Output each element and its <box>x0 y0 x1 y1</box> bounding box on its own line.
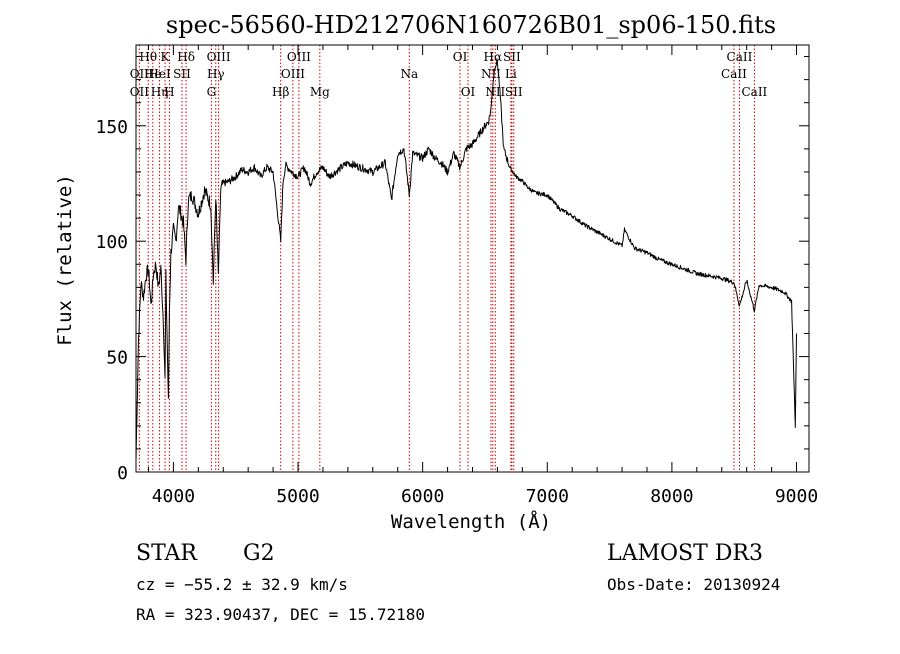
spectral-line-label: NII <box>485 85 505 99</box>
spectral-line-label: Hγ <box>207 67 225 81</box>
x-tick-label: 8000 <box>650 486 693 507</box>
spectral-line-label: CaII <box>741 85 767 99</box>
spectral-line-label: SII <box>503 50 521 64</box>
y-tick-label: 50 <box>106 348 128 369</box>
spectral-line-label: K <box>161 50 171 64</box>
subclass: G2 <box>243 541 275 566</box>
spectral-line-label: G <box>207 85 217 99</box>
y-tick-label: 100 <box>95 232 128 253</box>
spectral-line-label: SII <box>173 67 191 81</box>
spectral-line-label: HeI <box>148 67 171 81</box>
x-tick-label: 6000 <box>401 486 444 507</box>
plot-frame <box>135 44 810 473</box>
coordinates: RA = 323.90437, DEC = 15.72180 <box>136 605 425 624</box>
spectral-line-label: OIII <box>207 50 231 64</box>
observation-date: Obs-Date: 20130924 <box>607 575 780 594</box>
redshift-velocity: cz = −55.2 ± 32.9 km/s <box>136 575 348 594</box>
survey-name: LAMOST DR3 <box>607 541 763 566</box>
y-axis-label: Flux (relative) <box>54 174 76 346</box>
spectral-line-label: OI <box>453 50 468 64</box>
spectral-line-label: CaII <box>721 67 747 81</box>
spectrum-series <box>135 58 797 461</box>
spectral-line-label: Hθ <box>139 50 157 64</box>
spectral-line-label: Hα <box>484 50 503 64</box>
x-axis-label: Wavelength (Å) <box>391 510 551 533</box>
spectral-line-label: OII <box>130 67 150 81</box>
x-tick-label: 4000 <box>152 486 195 507</box>
spectral-line-label: Mg <box>310 85 330 99</box>
x-axis-ticks: 4000 5000 6000 7000 8000 9000 <box>147 45 818 507</box>
spectral-line-label: H <box>164 85 174 99</box>
spectral-line-label: OII <box>130 85 150 99</box>
spectral-line-label: OI <box>461 85 476 99</box>
x-tick-label: 9000 <box>775 486 818 507</box>
spectral-line-label: OIII <box>287 50 311 64</box>
spectral-line-label: OIII <box>281 67 305 81</box>
x-tick-label: 7000 <box>526 486 569 507</box>
x-tick-label: 5000 <box>276 486 319 507</box>
spectral-line-label: NII <box>481 67 501 81</box>
spectral-line-label: SII <box>505 85 523 99</box>
flux-spectrum-line <box>135 58 797 461</box>
spectral-line-label: Li <box>505 67 517 81</box>
spectral-line-label: Na <box>400 67 418 81</box>
y-tick-label: 0 <box>117 463 128 484</box>
spectral-line-label: Hβ <box>272 85 289 99</box>
spectral-line-label: Hδ <box>177 50 195 64</box>
spectral-line-label: CaII <box>727 50 753 64</box>
spectral-line-label: He <box>144 67 162 81</box>
spectral-line-markers <box>138 45 755 472</box>
y-tick-label: 150 <box>95 117 128 138</box>
chart-title: spec-56560-HD212706N160726B01_sp06-150.f… <box>166 11 776 39</box>
y-axis-ticks: 0 50 100 150 <box>95 56 809 484</box>
spectral-line-label: Hη <box>151 85 169 99</box>
object-class: STAR <box>136 541 198 566</box>
